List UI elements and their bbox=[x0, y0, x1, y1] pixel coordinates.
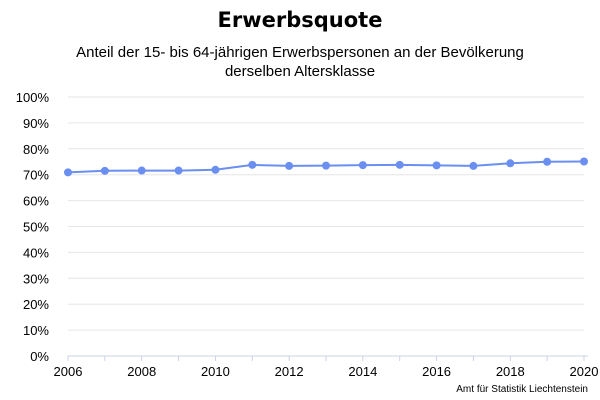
x-tick-label: 2016 bbox=[422, 364, 451, 379]
data-point bbox=[358, 161, 367, 170]
data-point bbox=[543, 157, 552, 166]
x-tick-label: 2008 bbox=[127, 364, 156, 379]
data-point bbox=[211, 165, 220, 174]
x-tick-label: 2010 bbox=[201, 364, 230, 379]
data-point bbox=[432, 161, 441, 170]
chart-subtitle-line-2: derselben Altersklasse bbox=[224, 63, 376, 80]
x-tick-label: 2012 bbox=[275, 364, 304, 379]
y-tick-label: 10% bbox=[23, 323, 49, 338]
data-point bbox=[248, 160, 257, 169]
y-tick-label: 70% bbox=[23, 168, 49, 183]
data-point bbox=[469, 161, 478, 170]
x-tick-label: 2006 bbox=[54, 364, 83, 379]
y-tick-label: 90% bbox=[23, 116, 49, 131]
y-tick-label: 0% bbox=[30, 349, 49, 364]
y-tick-label: 20% bbox=[23, 297, 49, 312]
data-point bbox=[580, 157, 588, 166]
data-point bbox=[322, 161, 330, 170]
y-tick-label: 40% bbox=[23, 245, 49, 260]
x-tick-label: 2018 bbox=[496, 364, 525, 379]
data-point bbox=[174, 166, 183, 175]
data-point bbox=[506, 159, 515, 168]
data-point bbox=[64, 168, 72, 177]
data-point bbox=[137, 166, 146, 175]
y-tick-label: 50% bbox=[23, 220, 49, 235]
y-tick-label: 80% bbox=[23, 142, 49, 157]
x-tick-label: 2014 bbox=[348, 364, 377, 379]
y-tick-label: 100% bbox=[16, 90, 50, 105]
data-point bbox=[395, 160, 404, 169]
x-tick-label: 2020 bbox=[570, 364, 599, 379]
y-tick-label: 30% bbox=[23, 271, 49, 286]
data-point bbox=[100, 166, 109, 175]
y-tick-label: 60% bbox=[23, 194, 49, 209]
chart-title: Erwerbsquote bbox=[217, 8, 383, 32]
data-point bbox=[285, 161, 294, 170]
source-credit: Amt für Statistik Liechtenstein bbox=[456, 384, 588, 395]
chart-subtitle-line-1: Anteil der 15- bis 64-jährigen Erwerbspe… bbox=[76, 44, 524, 61]
